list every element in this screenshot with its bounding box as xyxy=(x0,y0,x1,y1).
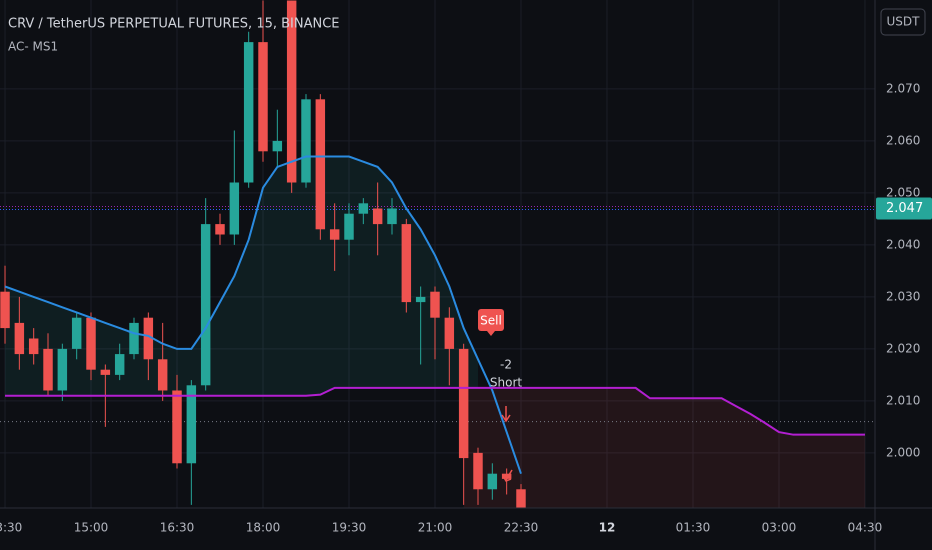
y-tick-label: 2.050 xyxy=(886,185,920,199)
candle-body xyxy=(501,473,512,479)
bull-zone xyxy=(5,156,478,396)
candle-body xyxy=(329,229,340,240)
x-tick-label: 15:00 xyxy=(74,521,109,535)
candle-body xyxy=(344,213,354,240)
candle-body xyxy=(129,322,139,355)
short-arrow xyxy=(501,406,511,423)
time-axis xyxy=(0,508,932,550)
candle-body xyxy=(315,99,326,230)
candle-body xyxy=(172,390,182,464)
last-price-label: 2.047 xyxy=(886,201,923,216)
candle-body xyxy=(372,208,383,225)
x-tick-label: 16:30 xyxy=(160,521,195,535)
candle-body xyxy=(215,224,225,235)
x-tick-label: 04:30 xyxy=(848,521,883,535)
currency-label[interactable]: USDT xyxy=(887,15,921,29)
x-tick-label: 13:30 xyxy=(0,521,22,535)
candle-body xyxy=(143,317,154,360)
candle-body xyxy=(272,140,283,152)
x-tick-label: 03:00 xyxy=(762,521,797,535)
sell-label: Sell xyxy=(480,314,502,328)
x-tick-label: 19:30 xyxy=(332,521,367,535)
candle-body xyxy=(71,317,82,349)
price-axis xyxy=(875,0,932,550)
short-arrow xyxy=(502,469,513,482)
bear-zone xyxy=(463,387,865,508)
y-tick-label: 2.010 xyxy=(886,393,920,407)
x-tick-label: 12 xyxy=(599,521,616,535)
candle-body xyxy=(358,203,369,214)
y-tick-label: 2.030 xyxy=(886,289,920,303)
candle-body xyxy=(516,489,526,508)
candle-body xyxy=(100,369,111,375)
candle-body xyxy=(243,42,254,183)
y-tick-label: 2.000 xyxy=(886,445,920,459)
candle-body xyxy=(14,322,25,355)
currency-button[interactable] xyxy=(880,8,926,36)
candle-body xyxy=(458,348,469,459)
candle-body xyxy=(258,42,268,152)
sell-badge-tip xyxy=(487,331,495,336)
candle-body xyxy=(200,224,211,386)
x-tick-label: 18:00 xyxy=(246,521,281,535)
candle-body xyxy=(401,224,412,303)
candle-body xyxy=(114,354,125,375)
candle-body xyxy=(57,348,68,391)
candle-body xyxy=(430,291,440,318)
candle-body xyxy=(286,0,297,183)
candle-body xyxy=(186,385,197,464)
position-label: -2 xyxy=(500,358,512,372)
y-tick-label: 2.070 xyxy=(886,81,920,95)
indicator-line xyxy=(4,155,522,475)
side-label: Short xyxy=(490,376,522,390)
indicator-line xyxy=(5,386,865,436)
y-tick-label: 2.060 xyxy=(886,133,920,147)
candle-body xyxy=(444,317,455,349)
last-price-box xyxy=(876,197,932,220)
y-tick-label: 2.020 xyxy=(886,341,920,355)
x-tick-label: 21:00 xyxy=(418,521,453,535)
x-tick-label: 22:30 xyxy=(504,521,539,535)
candle-body xyxy=(28,338,39,355)
candle-body xyxy=(301,99,311,183)
candle-body xyxy=(487,473,498,490)
chart-title: CRV / TetherUS PERPETUAL FUTURES, 15, BI… xyxy=(8,17,340,32)
candle-body xyxy=(157,359,168,391)
candle-body xyxy=(415,296,426,303)
y-tick-label: 2.040 xyxy=(886,237,920,251)
candle-body xyxy=(43,348,53,391)
x-tick-label: 01:30 xyxy=(676,521,711,535)
candle-body xyxy=(0,291,10,329)
sell-badge xyxy=(478,309,504,331)
candle-body xyxy=(387,208,397,225)
candle-body xyxy=(229,182,240,235)
indicator-name: AC- MS1 xyxy=(8,40,58,54)
candle-body xyxy=(473,452,483,490)
candle-body xyxy=(86,317,96,370)
